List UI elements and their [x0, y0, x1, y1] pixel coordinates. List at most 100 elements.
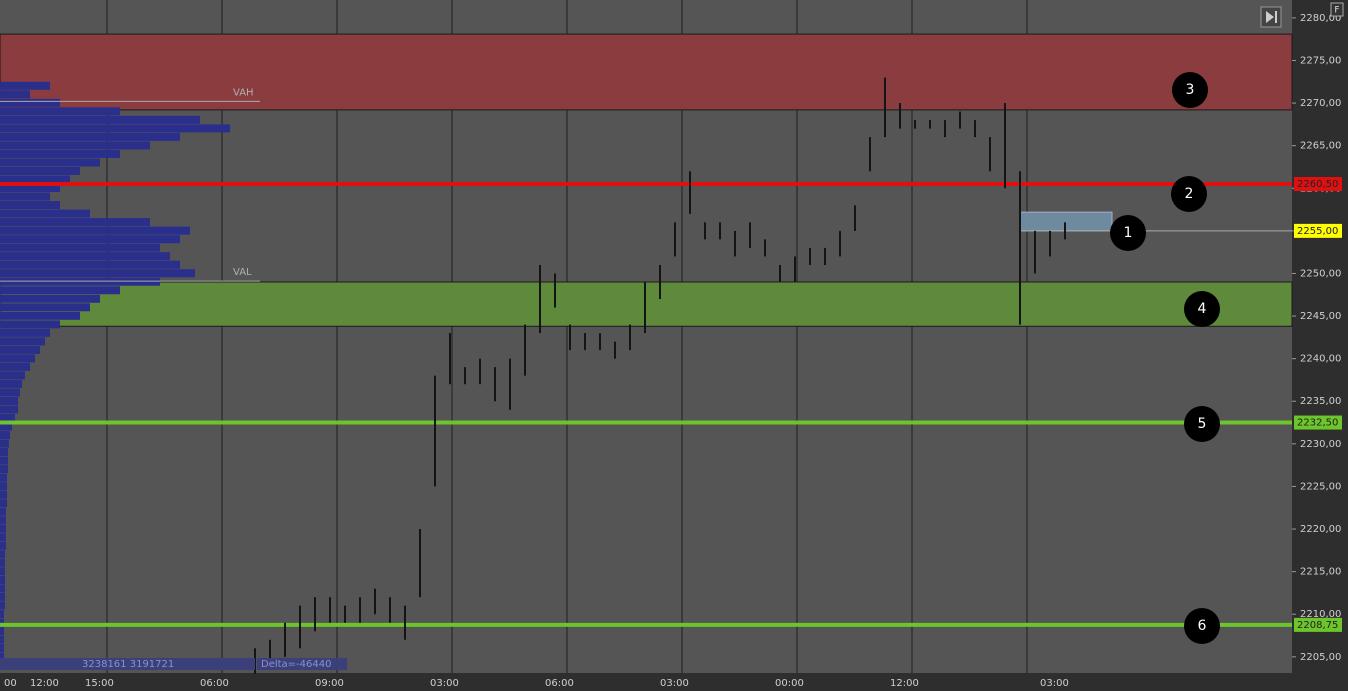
marker-label: 1 — [1124, 225, 1133, 241]
zone — [0, 33, 1293, 111]
profile-bar — [0, 609, 4, 618]
level-tag — [1294, 415, 1342, 430]
time-label: 12:00 — [890, 678, 919, 689]
profile-bar — [0, 414, 15, 423]
profile-bar — [0, 294, 100, 303]
profile-bar — [0, 431, 10, 440]
profile-bar — [0, 558, 5, 567]
time-label: 03:00 — [430, 678, 459, 689]
profile-bar — [0, 226, 190, 235]
y-tick-label: 2220,00 — [1300, 524, 1341, 535]
price-axis — [1292, 0, 1348, 691]
marker-label: 6 — [1198, 618, 1207, 634]
y-tick-label: 2240,00 — [1300, 354, 1341, 365]
profile-bar — [0, 482, 7, 491]
marker-label: 3 — [1186, 82, 1195, 98]
y-tick-label: 2250,00 — [1300, 268, 1341, 279]
profile-bar — [0, 115, 200, 124]
profile-bar — [0, 192, 50, 201]
profile-bar — [0, 90, 30, 99]
profile-bar — [0, 524, 6, 533]
totals-box — [0, 658, 255, 670]
profile-bar — [0, 567, 5, 576]
profile-bar — [0, 507, 6, 516]
marker-label: 5 — [1198, 416, 1207, 432]
last-price-tag — [1294, 223, 1342, 238]
marker-label: 2 — [1185, 186, 1194, 202]
y-tick-label: 2215,00 — [1300, 567, 1341, 578]
profile-bar — [0, 516, 6, 525]
time-label: 06:00 — [545, 678, 574, 689]
profile-bar — [0, 533, 6, 542]
y-tick-label: 2245,00 — [1300, 311, 1341, 322]
profile-bar — [0, 354, 35, 363]
profile-bar — [0, 345, 40, 354]
y-tick-label: 2270,00 — [1300, 98, 1341, 109]
level-label: 2208,75 — [1297, 620, 1338, 631]
profile-bar — [0, 328, 50, 337]
profile-bar — [0, 107, 120, 116]
time-label: 00 — [4, 678, 17, 689]
profile-bar — [0, 201, 60, 210]
profile-bar — [0, 243, 160, 252]
profile-bar — [0, 422, 12, 431]
y-tick-label: 2230,00 — [1300, 439, 1341, 450]
y-tick-label: 2280,00 — [1300, 13, 1341, 24]
time-label: 03:00 — [660, 678, 689, 689]
profile-bar — [0, 141, 150, 150]
profile-bar — [0, 277, 160, 286]
y-tick-label: 2205,00 — [1300, 652, 1341, 663]
y-tick-label: 2225,00 — [1300, 481, 1341, 492]
profile-bar — [0, 149, 120, 158]
profile-bar — [0, 490, 7, 499]
profile-bar — [0, 541, 6, 550]
profile-bar — [0, 644, 4, 653]
profile-bar — [0, 448, 8, 457]
profile-bar — [0, 635, 4, 644]
time-label: 12:00 — [30, 678, 59, 689]
level-tag — [1294, 617, 1342, 632]
level-label: 2232,50 — [1297, 418, 1338, 429]
profile-bar — [0, 320, 60, 329]
profile-bar — [0, 286, 120, 295]
marker-label: 4 — [1198, 301, 1207, 317]
profile-bar — [0, 618, 4, 627]
profile-bar — [0, 218, 150, 227]
profile-bar — [0, 252, 170, 261]
last-price-label: 2255,00 — [1297, 226, 1338, 237]
time-label: 00:00 — [775, 678, 804, 689]
profile-bar — [0, 592, 5, 601]
y-tick-label: 2210,00 — [1300, 609, 1341, 620]
corner-box[interactable] — [1330, 2, 1344, 17]
corner-label: F — [1334, 6, 1339, 16]
profile-bar — [0, 124, 230, 133]
profile-bar — [0, 337, 45, 346]
profile-bar — [0, 132, 180, 141]
profile-bar — [0, 260, 180, 269]
marker-circle — [1184, 608, 1220, 644]
profile-bar — [0, 235, 180, 244]
profile-bar — [0, 158, 100, 167]
skip-icon — [1266, 11, 1277, 23]
profile-bar — [0, 550, 5, 559]
plot-background — [0, 0, 1292, 673]
profile-bar — [0, 81, 50, 90]
value-area-label: VAH — [233, 87, 254, 98]
profile-bar — [0, 362, 30, 371]
time-label: 03:00 — [1040, 678, 1069, 689]
y-tick-label: 2275,00 — [1300, 55, 1341, 66]
profile-bar — [0, 499, 7, 508]
profile-bar — [0, 473, 7, 482]
profile-bar — [0, 311, 80, 320]
marker-circle — [1171, 176, 1207, 212]
profile-bar — [0, 601, 5, 610]
marker-circle — [1184, 406, 1220, 442]
profile-bar — [0, 456, 8, 465]
profile-bar — [0, 584, 5, 593]
y-tick-label: 2235,00 — [1300, 396, 1341, 407]
time-axis — [0, 673, 1292, 691]
profile-bar — [0, 209, 90, 218]
profile-bar — [0, 575, 5, 584]
profile-bar — [0, 371, 25, 380]
